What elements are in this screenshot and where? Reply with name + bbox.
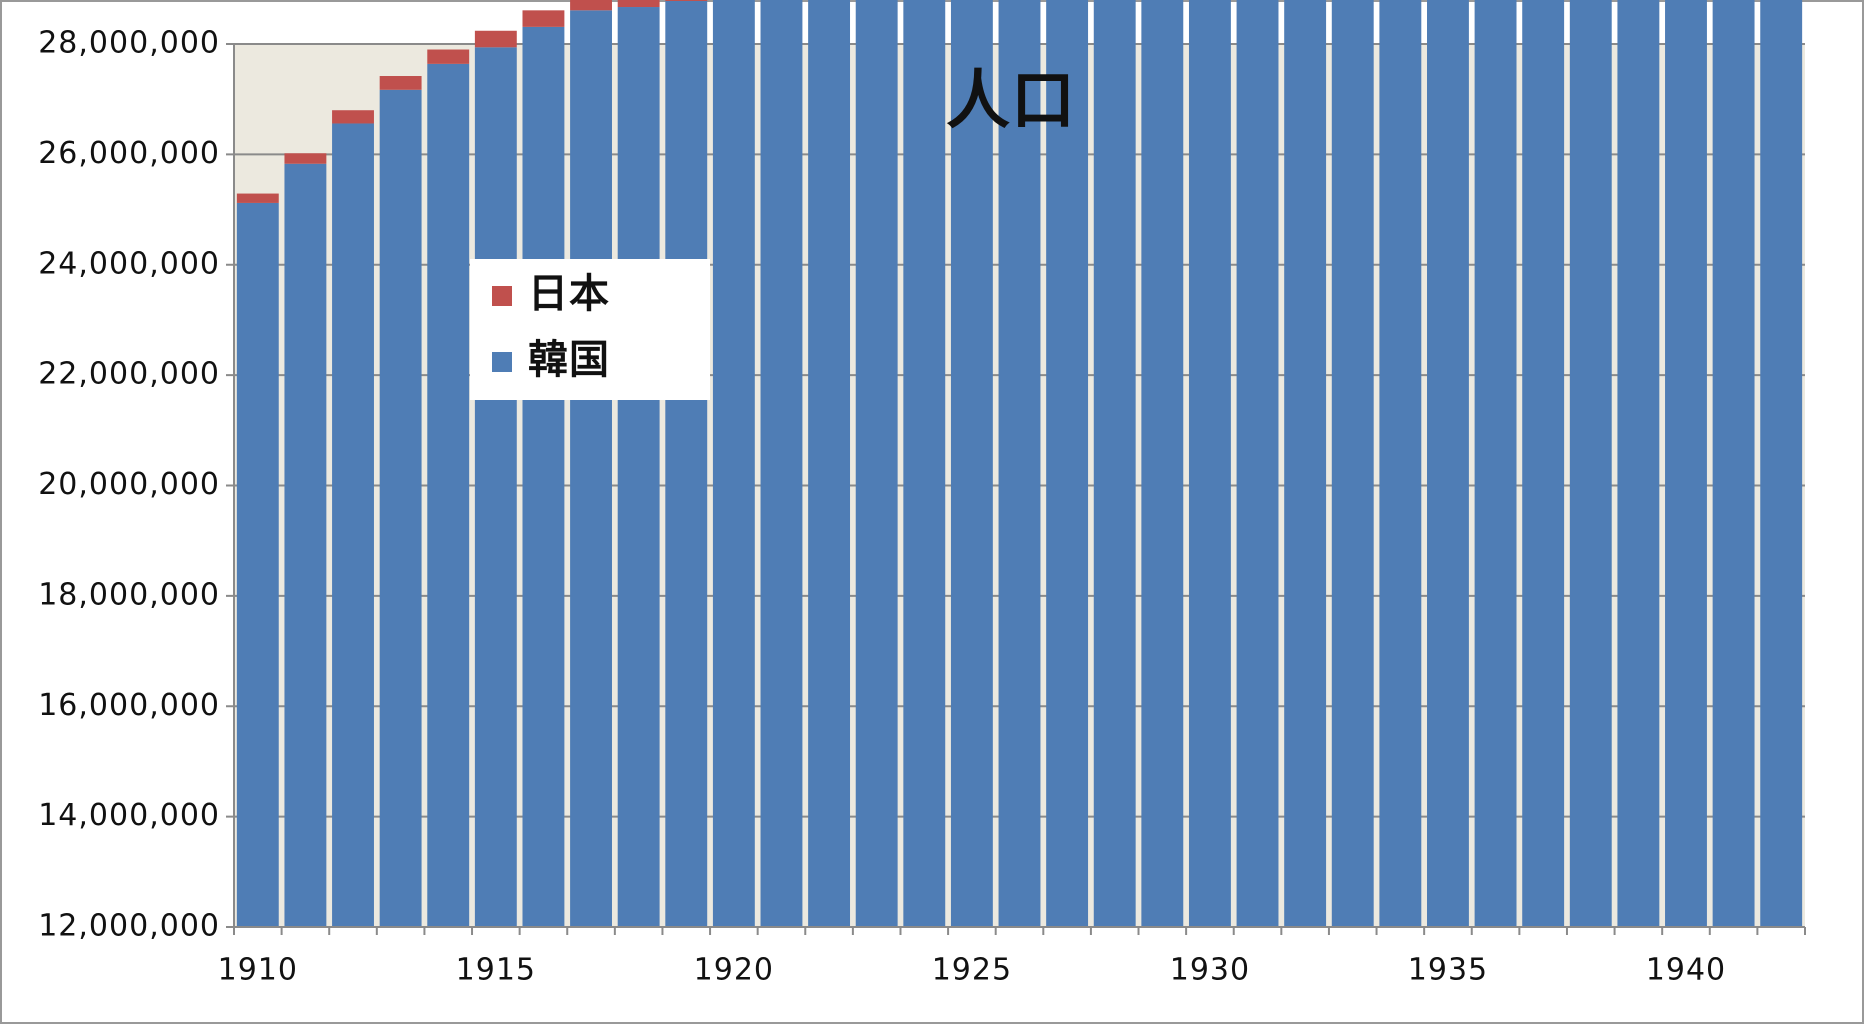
- chart-title: 人口: [946, 65, 1076, 139]
- bars: 1910 1915 1920 1925 1930 1935 1940: [218, 0, 1803, 988]
- x-tick-label: 1910: [218, 953, 298, 988]
- bar-segment: [903, 0, 946, 927]
- x-tick-label: 1930: [1170, 953, 1250, 988]
- y-tick-label: 14,000,000: [38, 798, 220, 833]
- bar-segment: [332, 110, 374, 124]
- x-tick-label: 1940: [1646, 953, 1726, 988]
- bar-segment: [855, 0, 898, 927]
- bar-segment: [1522, 0, 1565, 927]
- legend-swatch: [492, 286, 512, 306]
- bar-segment: [1569, 0, 1612, 927]
- bar-segment: [284, 153, 327, 164]
- bar-segment: [1379, 0, 1422, 928]
- bar-segment: [474, 47, 517, 927]
- bar-segment: [998, 0, 1041, 928]
- bar-segment: [665, 0, 708, 1]
- bar-segment: [236, 193, 279, 203]
- y-tick-label: 26,000,000: [38, 136, 220, 171]
- y-tick-label: 20,000,000: [38, 467, 220, 502]
- bar-segment: [760, 0, 803, 928]
- bar-segment: [1236, 0, 1279, 927]
- bar-segment: [1188, 0, 1231, 927]
- bar-segment: [427, 63, 470, 928]
- bar-segment: [522, 26, 565, 928]
- legend-swatch: [492, 352, 512, 372]
- bar-segment: [522, 10, 565, 27]
- y-tick-label: 22,000,000: [38, 357, 220, 392]
- bar-segment: [712, 0, 755, 928]
- x-tick-label: 1920: [694, 953, 774, 988]
- bar-segment: [665, 0, 708, 928]
- bar-segment: [1474, 0, 1517, 928]
- bar-segment: [1331, 0, 1374, 927]
- bar-segment: [1665, 0, 1707, 927]
- bar-segment: [1617, 0, 1660, 928]
- bar-segment: [617, 7, 660, 928]
- x-tick-label: 1925: [932, 953, 1012, 988]
- y-tick-label: 18,000,000: [38, 577, 220, 612]
- bar-segment: [379, 89, 422, 928]
- bar-segment: [1427, 0, 1469, 927]
- bar-segment: [808, 0, 851, 927]
- y-tick-label: 28,000,000: [38, 26, 220, 61]
- bar-segment: [1760, 0, 1803, 927]
- bar-segment: [1046, 0, 1089, 927]
- legend-box: [470, 259, 710, 400]
- bar-segment: [617, 0, 660, 8]
- bar-segment: [570, 10, 612, 927]
- bar-segment: [284, 163, 327, 927]
- y-tick-label: 12,000,000: [38, 909, 220, 944]
- bar-segment: [379, 76, 422, 90]
- x-tick-label: 1915: [456, 953, 536, 988]
- legend-label: 日本: [528, 271, 610, 317]
- x-tick-label: 1935: [1408, 953, 1488, 988]
- bar-segment: [427, 49, 470, 64]
- bar-segment: [1712, 0, 1755, 927]
- bar-segment: [236, 202, 279, 927]
- y-tick-label: 24,000,000: [38, 246, 220, 281]
- bar-segment: [1284, 0, 1327, 928]
- bar-segment: [474, 30, 517, 48]
- legend-label: 韓国: [528, 337, 610, 383]
- bar-segment: [1141, 0, 1184, 928]
- bar-segment: [570, 0, 612, 11]
- bar-segment: [1093, 0, 1136, 927]
- bar-segment: [332, 123, 374, 928]
- y-tick-label: 16,000,000: [38, 688, 220, 723]
- bar-segment: [950, 0, 993, 928]
